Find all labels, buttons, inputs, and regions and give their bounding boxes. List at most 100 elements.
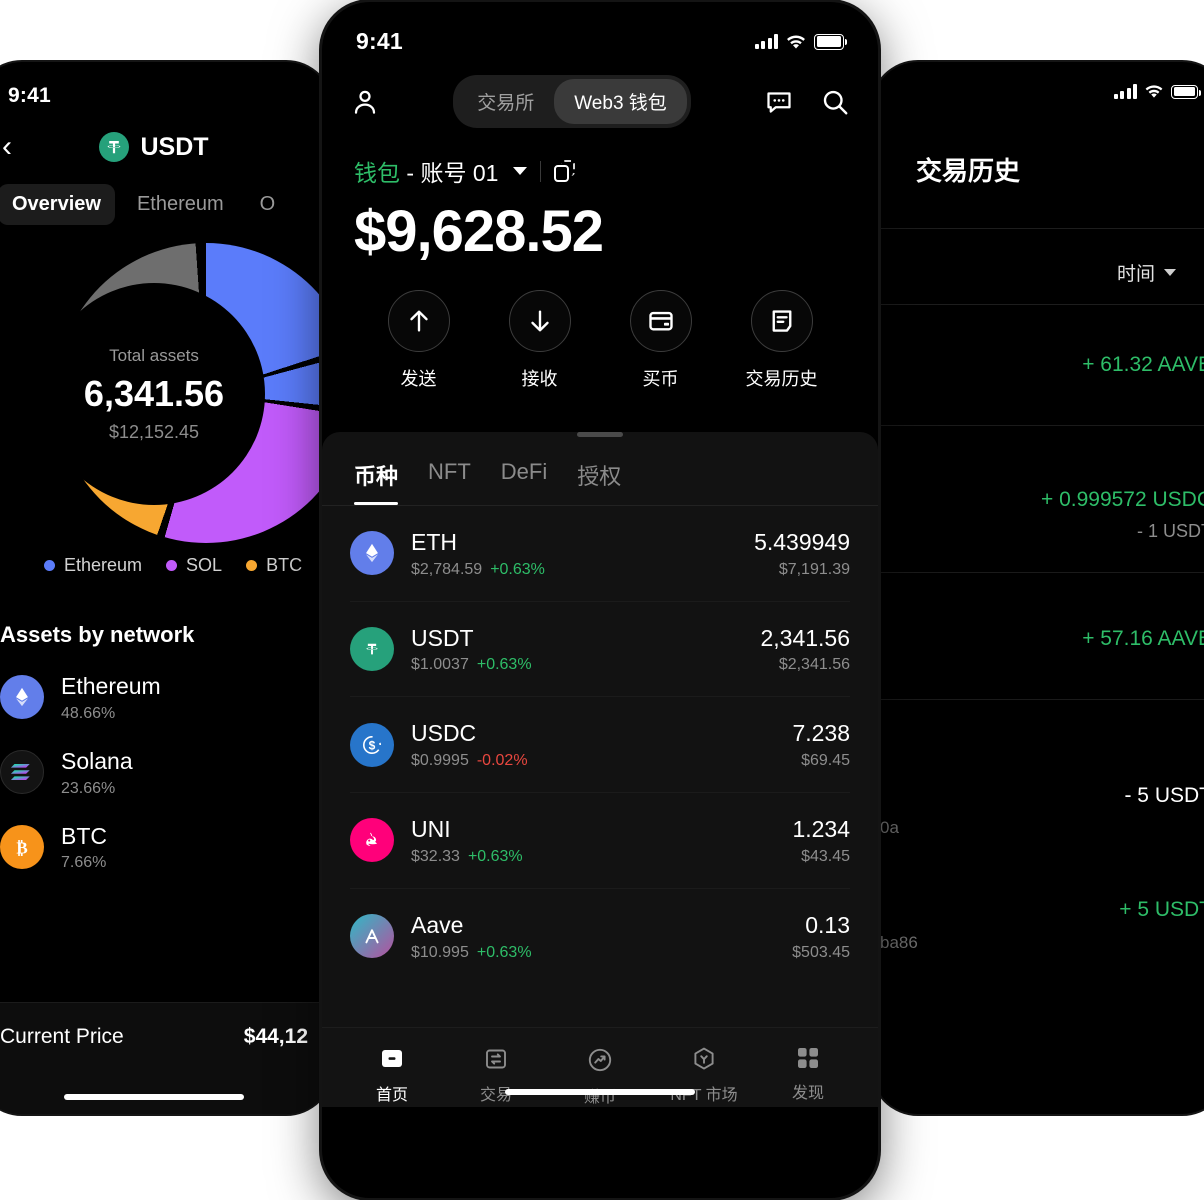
- mode-segmented-control: 交易所 Web3 钱包: [453, 75, 691, 128]
- token-symbol: UNI: [411, 816, 451, 843]
- wallet-name-prefix: 钱包: [354, 160, 400, 186]
- chevron-left-icon[interactable]: ‹: [2, 130, 12, 163]
- status-time: 9:41: [8, 84, 51, 107]
- page-title: USDT: [0, 132, 332, 162]
- center-status-bar: 9:41: [322, 2, 878, 55]
- arrow-down-icon: [508, 289, 571, 352]
- svg-text:$: $: [369, 738, 376, 752]
- tab-separator: [322, 504, 878, 506]
- transaction-row[interactable]: - 5 USDT 0a: [872, 700, 1204, 848]
- nav-nft-market[interactable]: NFT 市场: [652, 1044, 756, 1107]
- nav-trade[interactable]: 交易: [444, 1044, 548, 1107]
- token-price: $10.995: [411, 943, 469, 961]
- left-status-bar: 9:41: [0, 62, 332, 108]
- action-buy[interactable]: 买币: [600, 289, 721, 391]
- wallet-selector[interactable]: 钱包 - 账号 01: [354, 154, 846, 188]
- transaction-list: + 61.32 AAVE + 0.999572 USDC - 1 USDT + …: [872, 305, 1204, 963]
- right-status-bar: [872, 62, 1204, 99]
- transaction-row[interactable]: + 0.999572 USDC - 1 USDT: [872, 426, 1204, 573]
- action-tx-history[interactable]: 交易历史: [721, 289, 842, 391]
- aave-icon: [350, 914, 394, 959]
- token-value: $43.45: [801, 847, 850, 865]
- balance-block: 钱包 - 账号 01 $9,628.52: [322, 128, 878, 264]
- chevron-down-icon: [513, 167, 528, 175]
- donut-center: Total assets 6,341.56 $12,152.45: [43, 283, 265, 505]
- tab-approvals[interactable]: 授权: [577, 463, 622, 489]
- tab-ethereum[interactable]: Ethereum: [136, 193, 224, 215]
- swap-icon: [481, 1044, 511, 1074]
- tx-amount: + 0.999572 USDC: [1040, 488, 1204, 512]
- tab-defi[interactable]: DeFi: [500, 458, 548, 484]
- time-sort-filter[interactable]: 时间: [872, 228, 1204, 305]
- donut-total-usd: $12,152.45: [108, 421, 200, 442]
- nav-home[interactable]: 首页: [340, 1044, 444, 1107]
- action-receive[interactable]: 接收: [479, 289, 600, 391]
- search-icon[interactable]: [820, 87, 850, 117]
- grid-discover-icon: [794, 1044, 822, 1072]
- page-title-text: USDT: [140, 132, 209, 161]
- tab-coins[interactable]: 币种: [354, 459, 399, 505]
- legend-dot-sol: [166, 560, 178, 571]
- network-row-ethereum[interactable]: Ethereum 48.66%: [0, 648, 332, 723]
- token-row[interactable]: $ USDC $0.9995 -0.02% 7.238 $69.45: [350, 697, 850, 794]
- home-indicator: [505, 1088, 695, 1095]
- person-icon[interactable]: [350, 87, 380, 117]
- nav-earn[interactable]: 赚币: [548, 1044, 652, 1107]
- tx-amount: + 5 USDT: [1119, 898, 1204, 922]
- transaction-row[interactable]: + 5 USDT ba86: [872, 848, 1204, 962]
- sheet-grabber[interactable]: [577, 431, 623, 437]
- transaction-row[interactable]: + 57.16 AAVE: [872, 573, 1204, 701]
- chat-bubble-icon[interactable]: [764, 87, 794, 117]
- token-row[interactable]: UNI $32.33 +0.63% 1.234 $43.45: [350, 793, 850, 889]
- tab-nft[interactable]: NFT: [428, 458, 471, 484]
- left-header: ‹ USDT: [0, 108, 332, 162]
- token-value: $7,191.39: [778, 560, 850, 578]
- segment-exchange[interactable]: 交易所: [477, 93, 535, 114]
- network-row-btc[interactable]: ₿ BTC 7.66%: [0, 798, 332, 873]
- tx-hash: ba86: [880, 932, 918, 952]
- tx-amount: + 57.16 AAVE: [1082, 626, 1204, 650]
- copy-icon[interactable]: [554, 160, 576, 182]
- wallet-name: 钱包 - 账号 01: [354, 154, 498, 188]
- token-change: -0.02%: [476, 752, 528, 770]
- time-sort-label: 时间: [1116, 264, 1155, 285]
- transaction-row[interactable]: + 61.32 AAVE: [872, 305, 1204, 427]
- token-row[interactable]: USDT $1.0037 +0.63% 2,341.56 $2,341.56: [350, 602, 850, 698]
- token-price: $1.0037: [411, 656, 469, 674]
- tx-history-title: 交易历史: [916, 156, 1021, 186]
- tab-other[interactable]: O: [259, 193, 276, 215]
- tx-amount: - 5 USDT: [1124, 784, 1204, 808]
- tab-overview[interactable]: Overview: [0, 184, 115, 225]
- divider: [540, 160, 542, 182]
- token-amount: 1.234: [792, 816, 850, 843]
- network-name: BTC: [61, 822, 107, 849]
- quick-actions: 发送 接收 买币 交易: [322, 264, 878, 421]
- legend-dot-ethereum: [44, 560, 55, 571]
- battery-full-icon: [814, 33, 847, 50]
- token-amount: 7.238: [792, 720, 850, 747]
- chart-legend: Ethereum SOL BTC: [0, 549, 332, 576]
- signal-bars-icon: [1113, 84, 1137, 99]
- token-row[interactable]: Aave $10.995 +0.63% 0.13 $503.45: [350, 889, 850, 984]
- token-row[interactable]: ETH $2,784.59 +0.63% 5.439949 $7,191.39: [350, 506, 850, 602]
- usdc-icon: $: [350, 722, 394, 767]
- legend-dot-btc: [246, 560, 258, 571]
- token-amount: 0.13: [805, 911, 850, 938]
- earn-chart-icon: [584, 1044, 616, 1076]
- network-row-solana[interactable]: Solana 23.66%: [0, 723, 332, 798]
- eth-icon: [350, 531, 394, 576]
- tx-amount: + 61.32 AAVE: [1082, 353, 1204, 376]
- action-label: 发送: [400, 368, 437, 389]
- action-send[interactable]: 发送: [358, 289, 479, 391]
- tx-hash: 0a: [880, 818, 899, 838]
- token-value: $2,341.56: [778, 656, 850, 674]
- token-amount: 5.439949: [754, 528, 850, 555]
- arrow-up-icon: [387, 289, 450, 352]
- solana-icon: [0, 750, 44, 795]
- nav-discover[interactable]: 发现: [756, 1044, 860, 1107]
- nav-label: 交易: [479, 1086, 512, 1104]
- segment-web3-wallet[interactable]: Web3 钱包: [554, 79, 687, 124]
- nft-hexagon-icon: [689, 1044, 719, 1074]
- network-name: Solana: [61, 747, 133, 774]
